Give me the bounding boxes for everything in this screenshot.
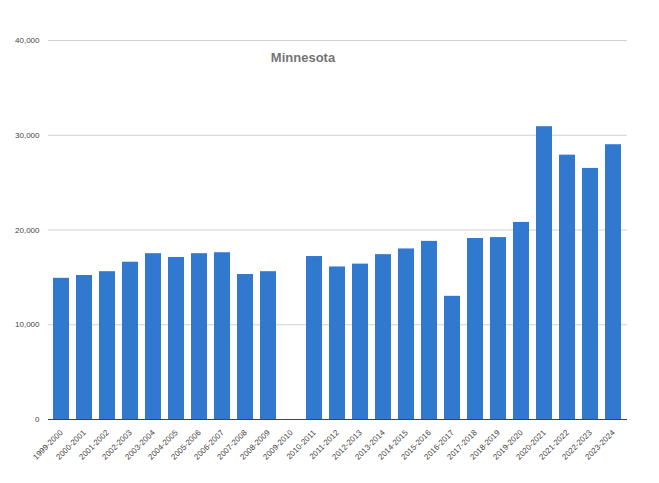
svg-text:2000-2001: 2000-2001 [54,428,88,462]
svg-text:10,000: 10,000 [15,320,40,329]
svg-text:20,000: 20,000 [15,226,40,235]
svg-text:30,000: 30,000 [15,131,40,140]
svg-text:2006-2007: 2006-2007 [192,428,226,462]
svg-text:2004-2005: 2004-2005 [146,428,180,462]
svg-text:2011-2012: 2011-2012 [307,428,341,462]
svg-text:2019-2020: 2019-2020 [491,428,525,462]
svg-text:2010-2011: 2010-2011 [284,428,318,462]
svg-text:Minnesota: Minnesota [271,50,336,65]
svg-text:2014-2015: 2014-2015 [376,428,410,462]
svg-text:0: 0 [35,415,40,424]
svg-text:2023-2024: 2023-2024 [583,428,617,462]
svg-text:2009-2010: 2009-2010 [261,428,295,462]
svg-text:2020-2021: 2020-2021 [514,428,548,462]
svg-text:2022-2023: 2022-2023 [560,428,594,462]
svg-text:2021-2022: 2021-2022 [537,428,571,462]
svg-text:2015-2016: 2015-2016 [399,428,433,462]
svg-text:2016-2017: 2016-2017 [422,428,456,462]
svg-text:2002-2003: 2002-2003 [100,428,134,462]
svg-text:2013-2014: 2013-2014 [353,428,387,462]
svg-text:40,000: 40,000 [15,36,40,45]
svg-text:2007-2008: 2007-2008 [215,428,249,462]
svg-text:2008-2009: 2008-2009 [238,428,272,462]
svg-text:2001-2002: 2001-2002 [77,428,111,462]
svg-text:2005-2006: 2005-2006 [169,428,203,462]
svg-text:1999-2000: 1999-2000 [31,428,65,462]
svg-text:2012-2013: 2012-2013 [330,428,364,462]
svg-text:2018-2019: 2018-2019 [468,428,502,462]
svg-text:2003-2004: 2003-2004 [123,428,157,462]
svg-text:2017-2018: 2017-2018 [445,428,479,462]
